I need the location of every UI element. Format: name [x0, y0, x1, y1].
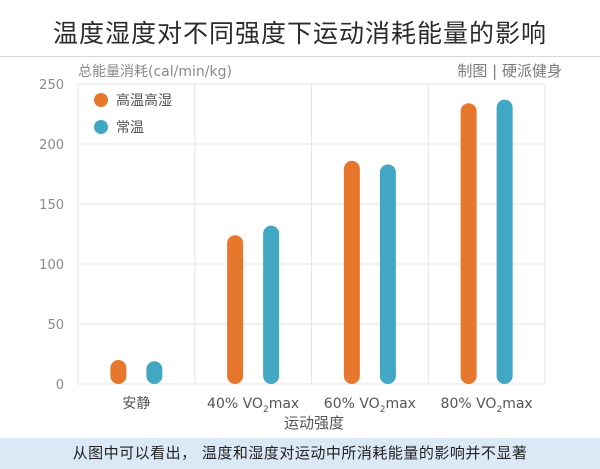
legend-label: 高温高湿	[116, 92, 172, 109]
page-title: 温度湿度对不同强度下运动消耗能量的影响	[52, 19, 547, 48]
x-axis-title: 运动强度	[284, 414, 344, 432]
legend-swatch	[94, 93, 108, 107]
x-tick-label: 安静	[122, 396, 150, 412]
caption-banner: 从图中可以看出， 温度和湿度对运动中所消耗能量的影响并不显著	[0, 438, 600, 469]
y-tick-label: 0	[56, 378, 64, 393]
bar-normal-2	[379, 164, 396, 384]
y-tick-label: 50	[47, 318, 64, 333]
y-tick-label: 200	[39, 138, 64, 153]
legend-label: 常温	[116, 120, 144, 136]
label-layer: 安静 40% VO2max 60% VO2max 80% VO2max	[122, 396, 532, 415]
chart-watermark: 制图 | 硬派健身	[457, 62, 562, 80]
y-tick-label: 100	[39, 258, 64, 273]
axis-layer: 0 50 100 150 200 250	[39, 78, 64, 393]
bar-hot-humid-1	[227, 235, 244, 384]
bar-hot-humid-2	[343, 160, 360, 384]
y-tick-label: 250	[39, 78, 64, 93]
x-tick-label: 60% VO2max	[324, 396, 416, 415]
x-tick-label: 40% VO2max	[207, 396, 299, 415]
bar-normal-1	[263, 225, 280, 384]
bar-normal-0	[146, 361, 163, 384]
bar-layer	[110, 99, 513, 384]
bar-chart: 0 50 100 150 200 250 安静 40% VO2max 60% VO2max 80…	[39, 62, 562, 432]
grid-layer	[77, 83, 546, 385]
legend-swatch	[94, 120, 108, 134]
y-tick-label: 150	[39, 198, 64, 213]
chart-frame: 0 50 100 150 200 250 安静 40% VO2max 60% VO2max 80…	[0, 58, 600, 438]
title-divider	[0, 56, 600, 57]
y-axis-title: 总能量消耗(cal/min/kg)	[78, 64, 232, 80]
bar-hot-humid-3	[460, 103, 477, 384]
bar-hot-humid-0	[110, 360, 127, 384]
x-tick-label: 80% VO2max	[441, 396, 533, 415]
bar-normal-3	[496, 99, 513, 384]
